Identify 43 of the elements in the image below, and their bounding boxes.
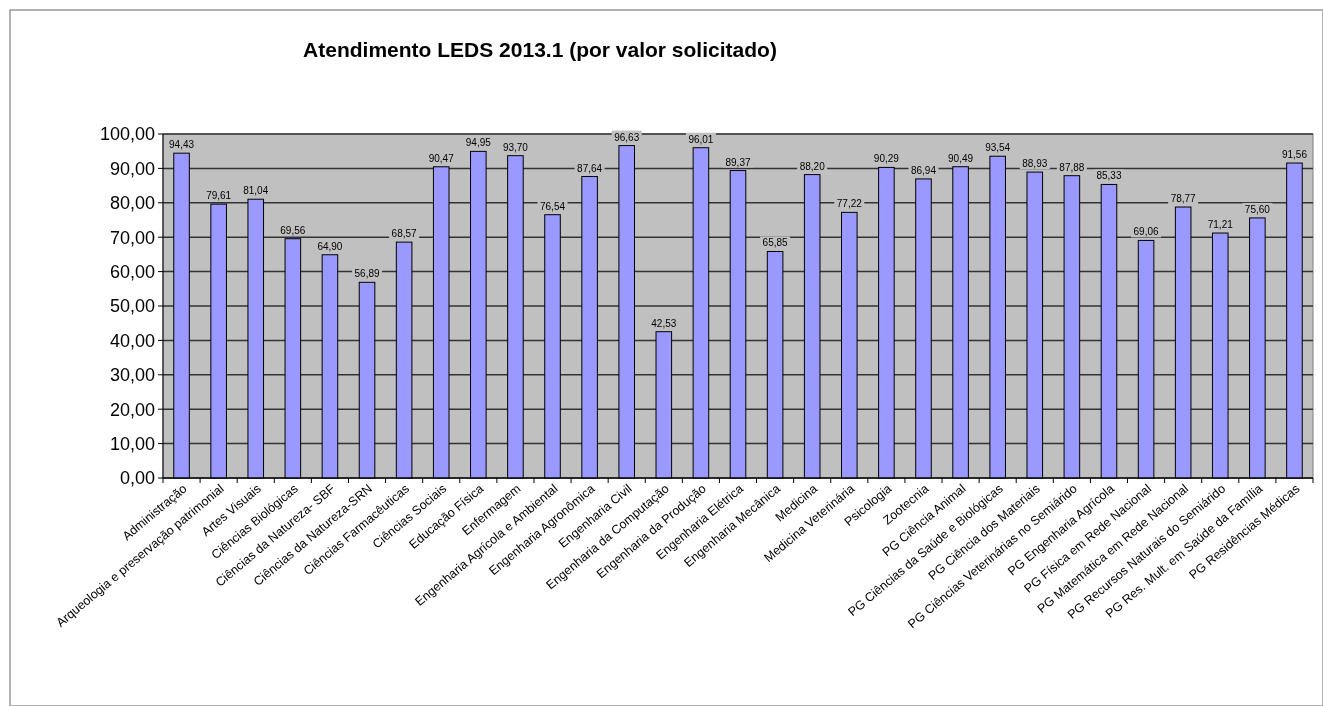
data-label: 86,94 — [910, 164, 937, 176]
data-label: 93,70 — [502, 141, 529, 153]
data-label: 90,29 — [873, 153, 900, 165]
y-tick-label: 90,00 — [109, 158, 155, 179]
data-label: 69,06 — [1133, 226, 1160, 238]
y-tick-label: 80,00 — [109, 193, 155, 214]
data-label: 87,88 — [1059, 161, 1085, 173]
y-tick-label: 70,00 — [109, 227, 155, 248]
data-label: 76,54 — [540, 200, 566, 212]
data-label: 96,01 — [688, 133, 714, 145]
data-label: 71,21 — [1207, 219, 1234, 231]
data-label: 91,56 — [1281, 149, 1308, 161]
data-label: 90,49 — [948, 152, 974, 164]
data-label: 68,57 — [391, 228, 418, 240]
data-label: 56,89 — [354, 268, 380, 280]
data-label: 75,60 — [1244, 203, 1271, 215]
data-label: 94,95 — [465, 137, 492, 149]
data-label: 85,33 — [1096, 170, 1122, 182]
data-label: 42,53 — [651, 317, 677, 329]
data-label: 90,47 — [428, 152, 455, 164]
data-label: 64,90 — [317, 240, 343, 252]
data-label: 96,63 — [614, 131, 640, 143]
data-label: 78,77 — [1170, 193, 1197, 205]
y-tick-label: 100,00 — [99, 124, 155, 145]
data-label: 77,22 — [836, 198, 863, 210]
y-tick-label: 10,00 — [109, 433, 155, 454]
data-label: 88,20 — [799, 160, 826, 172]
data-label: 81,04 — [243, 185, 269, 197]
data-label: 79,61 — [206, 190, 232, 202]
data-label: 93,54 — [985, 142, 1011, 154]
y-tick-label: 0,00 — [119, 468, 155, 489]
data-label: 94,43 — [169, 139, 195, 151]
data-label: 89,37 — [725, 156, 751, 168]
data-label: 65,85 — [762, 237, 789, 249]
chart-title: Atendimento LEDS 2013.1 (por valor solicitado) — [303, 38, 777, 61]
y-tick-label: 50,00 — [109, 296, 155, 317]
y-tick-label: 60,00 — [109, 261, 155, 282]
y-tick-label: 20,00 — [109, 399, 155, 420]
y-tick-label: 30,00 — [109, 365, 155, 386]
data-label: 69,56 — [280, 224, 306, 236]
y-tick-label: 40,00 — [109, 330, 155, 351]
data-label: 88,93 — [1022, 158, 1048, 170]
data-label: 87,64 — [577, 162, 603, 174]
